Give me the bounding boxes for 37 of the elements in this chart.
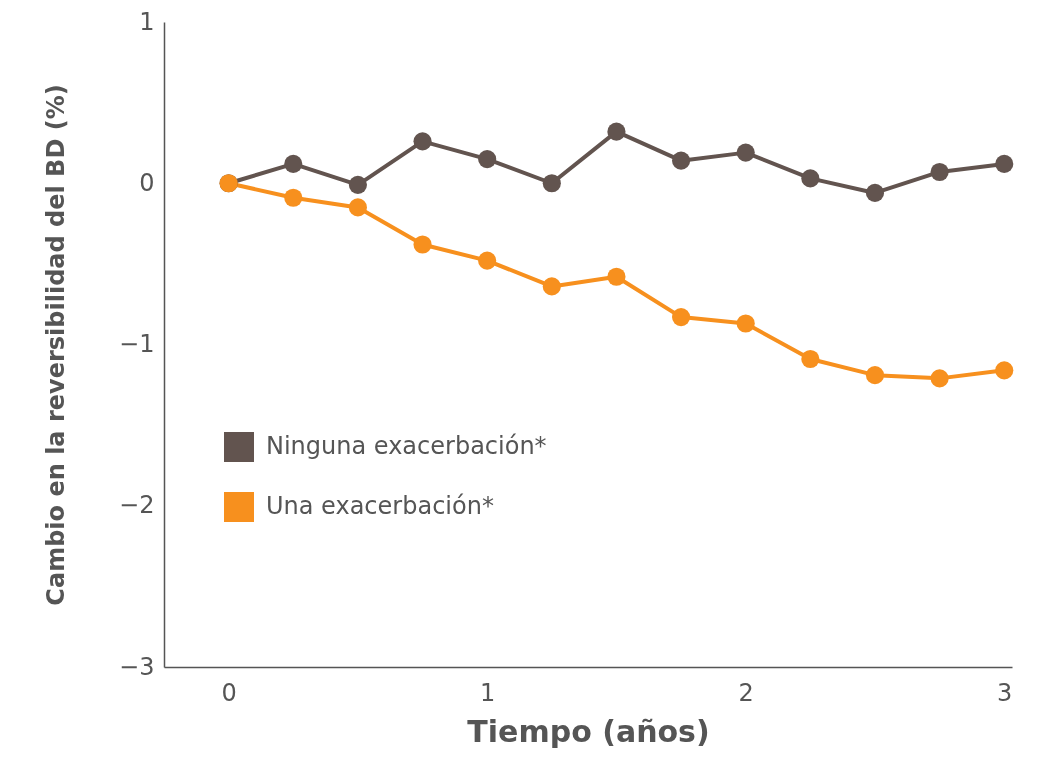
point (607, 122, 626, 141)
y-tick-label: 1 (139, 7, 155, 36)
point (865, 366, 885, 385)
point (478, 251, 497, 270)
legend-label: Una exacerbación* (266, 492, 494, 520)
point (865, 183, 885, 202)
point (284, 154, 303, 173)
point (348, 198, 367, 217)
point (607, 267, 626, 286)
x-tick-label: 3 (997, 678, 1013, 707)
point (413, 235, 432, 254)
x-tick-label: 1 (480, 678, 496, 707)
point (736, 314, 755, 333)
point (478, 150, 497, 169)
point (930, 162, 949, 182)
point (348, 175, 367, 194)
y-axis-title: Cambio en la reversibilidad del BD (%) (42, 84, 71, 606)
point (542, 277, 561, 296)
point (801, 349, 820, 369)
y-tick-label: −1 (119, 330, 155, 358)
point (930, 369, 949, 388)
y-tick-label: 0 (139, 168, 155, 197)
x-tick-label: 2 (738, 678, 754, 707)
x-tick-label: 0 (221, 678, 237, 707)
x-axis-title: Tiempo (años) (467, 713, 710, 749)
legend-label: Ninguna exacerbación* (266, 432, 547, 460)
point (995, 361, 1014, 380)
y-tick-label: −2 (119, 491, 155, 520)
point (801, 169, 820, 188)
point (736, 143, 755, 162)
point (413, 132, 432, 151)
point (284, 188, 303, 207)
point (542, 174, 561, 193)
y-tick-label: −3 (119, 652, 155, 681)
point (995, 154, 1014, 173)
point (671, 308, 691, 327)
point (671, 151, 691, 170)
